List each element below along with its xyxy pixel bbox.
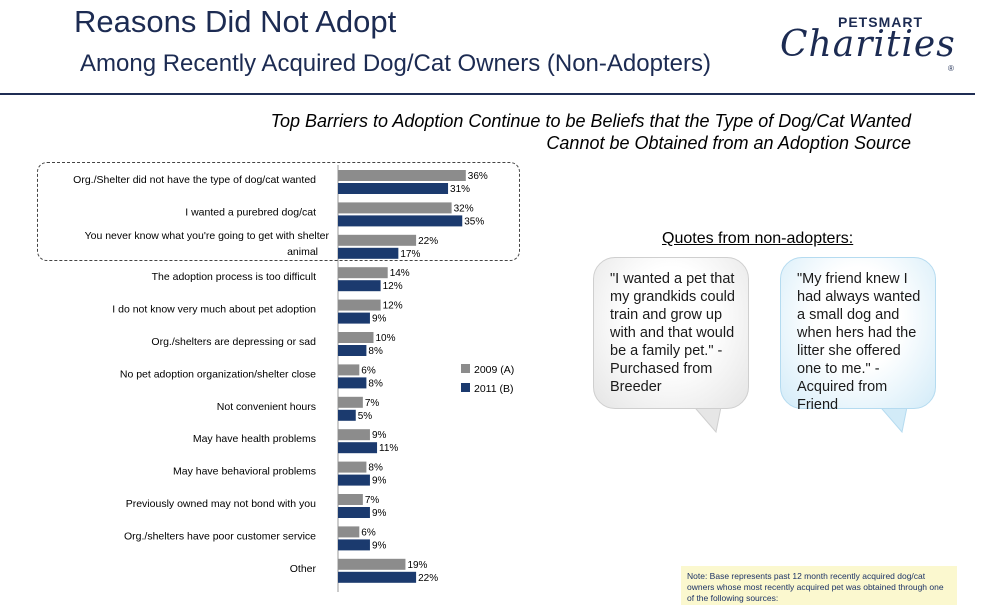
data-label: 8% bbox=[368, 346, 383, 357]
data-label: 6% bbox=[361, 365, 376, 376]
legend-swatch-2009 bbox=[461, 364, 470, 373]
bar-2011 bbox=[338, 539, 370, 551]
data-label: 36% bbox=[468, 171, 488, 182]
data-label: 35% bbox=[464, 216, 484, 227]
header-rule bbox=[0, 93, 975, 95]
legend-label: 2009 (A) bbox=[474, 364, 514, 376]
category-label: I wanted a purebred dog/cat bbox=[185, 206, 316, 218]
bar-2009 bbox=[338, 267, 388, 279]
quote-bubble-1: "I wanted a pet that my grandkids could … bbox=[593, 257, 749, 409]
bar-2009 bbox=[338, 170, 466, 181]
bar-2011 bbox=[338, 474, 370, 486]
page-subtitle: Among Recently Acquired Dog/Cat Owners (… bbox=[80, 50, 711, 77]
bar-2009 bbox=[338, 396, 363, 408]
bar-2011 bbox=[338, 442, 378, 454]
bar-2011 bbox=[338, 345, 367, 356]
bar-2011 bbox=[338, 183, 449, 194]
data-label: 9% bbox=[372, 508, 387, 519]
data-label: 5% bbox=[358, 411, 373, 422]
data-label: 32% bbox=[454, 203, 474, 214]
data-label: 10% bbox=[376, 333, 396, 344]
headline-line-1: Top Barriers to Adoption Continue to be … bbox=[270, 111, 911, 131]
base-note: Note: Base represents past 12 month rece… bbox=[681, 566, 957, 605]
category-label: No pet adoption organization/shelter clo… bbox=[120, 368, 316, 380]
quote-bubble-2: "My friend knew I had always wanted a sm… bbox=[780, 257, 936, 413]
bar-2009 bbox=[338, 526, 360, 538]
data-label: 19% bbox=[407, 560, 427, 571]
bar-2011 bbox=[338, 377, 367, 389]
logo-script: Charities bbox=[780, 24, 956, 65]
category-label: Other bbox=[290, 563, 317, 575]
bar-2009 bbox=[338, 558, 406, 570]
data-label: 9% bbox=[372, 314, 387, 325]
data-label: 9% bbox=[372, 430, 387, 441]
data-label: 12% bbox=[383, 281, 403, 292]
bar-2009 bbox=[338, 494, 363, 505]
bar-2011 bbox=[338, 409, 356, 421]
data-label: 22% bbox=[418, 236, 438, 247]
bar-2009 bbox=[338, 332, 374, 343]
bar-2009 bbox=[338, 202, 452, 214]
chart-headline: Top Barriers to Adoption Continue to be … bbox=[271, 110, 911, 154]
bar-2009 bbox=[338, 299, 381, 311]
bar-2009 bbox=[338, 461, 367, 473]
bar-2011 bbox=[338, 215, 463, 227]
bar-2011 bbox=[338, 247, 399, 259]
bar-2011 bbox=[338, 571, 417, 583]
highlight-box bbox=[37, 162, 520, 261]
data-label: 6% bbox=[361, 527, 376, 538]
bar-2009 bbox=[338, 429, 370, 441]
category-label: May have behavioral problems bbox=[173, 466, 316, 478]
logo-brand: PETSMART bbox=[838, 14, 923, 30]
data-label: 8% bbox=[368, 378, 383, 389]
category-label: Not convenient hours bbox=[217, 401, 316, 413]
bar-2009 bbox=[338, 364, 360, 376]
category-label: Org./shelters have poor customer service bbox=[124, 530, 316, 542]
petsmart-charities-logo: PETSMART Charities ® bbox=[780, 14, 960, 84]
category-label: I do not know very much about pet adopti… bbox=[112, 304, 316, 316]
page-title: Reasons Did Not Adopt bbox=[74, 4, 397, 39]
data-label: 12% bbox=[383, 301, 403, 312]
legend-label: 2011 (B) bbox=[474, 383, 514, 395]
category-label: Org./shelters are depressing or sad bbox=[151, 336, 316, 348]
data-label: 9% bbox=[372, 476, 387, 487]
bar-2011 bbox=[338, 507, 370, 518]
category-label-cont: animal bbox=[287, 246, 318, 258]
category-label: Org./Shelter did not have the type of do… bbox=[73, 174, 316, 186]
category-label: Previously owned may not bond with you bbox=[126, 498, 316, 510]
category-label: May have health problems bbox=[193, 433, 316, 445]
data-label: 11% bbox=[379, 443, 398, 454]
data-label: 8% bbox=[368, 463, 383, 474]
category-label: The adoption process is too difficult bbox=[152, 271, 316, 283]
data-label: 22% bbox=[418, 573, 438, 584]
legend-swatch-2011 bbox=[461, 383, 470, 392]
category-label: You never know what you're going to get … bbox=[85, 230, 330, 242]
bar-2011 bbox=[338, 280, 381, 292]
data-label: 9% bbox=[372, 540, 387, 551]
data-label: 7% bbox=[365, 398, 380, 409]
data-label: 31% bbox=[450, 184, 470, 195]
data-label: 7% bbox=[365, 495, 380, 506]
data-label: 17% bbox=[400, 249, 420, 260]
logo-registered-mark: ® bbox=[948, 64, 954, 73]
data-label: 14% bbox=[390, 268, 410, 279]
bar-2009 bbox=[338, 234, 417, 246]
quotes-title: Quotes from non-adopters: bbox=[662, 230, 854, 247]
bar-2011 bbox=[338, 312, 370, 324]
headline-line-2: Cannot be Obtained from an Adoption Sour… bbox=[546, 133, 911, 153]
